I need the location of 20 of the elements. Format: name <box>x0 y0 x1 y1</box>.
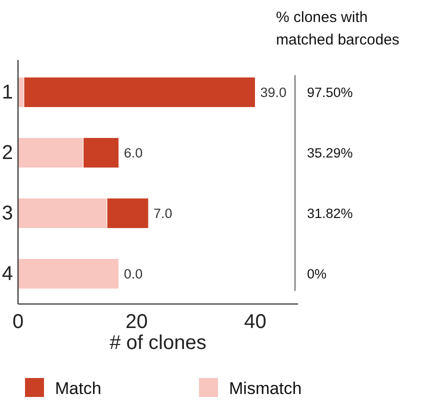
legend-label: Match <box>55 378 102 398</box>
text: 35.29% <box>307 145 353 160</box>
data-label: 39.0 <box>260 84 287 100</box>
x-axis-title: # of clones <box>110 332 206 354</box>
data-label: 0.0 <box>124 266 143 282</box>
x-tick-label: 0 <box>12 311 24 333</box>
y-tick-label: 1 <box>2 82 13 104</box>
text: 31.82% <box>307 206 353 221</box>
bar <box>18 258 120 290</box>
legend-label: Mismatch <box>229 378 302 398</box>
y-tick-label: 2 <box>2 142 13 164</box>
text: 0% <box>307 266 327 282</box>
data-label: 6.0 <box>124 145 143 160</box>
data-label: 7.0 <box>154 206 172 221</box>
x-tick-label: 40 <box>244 311 266 333</box>
y-tick-label: 4 <box>2 263 13 286</box>
y-tick-label: 3 <box>2 202 13 225</box>
text: % clones with matched barcodes <box>276 9 400 48</box>
x-tick-label: 20 <box>126 311 148 333</box>
text: 97.50% <box>307 84 353 100</box>
